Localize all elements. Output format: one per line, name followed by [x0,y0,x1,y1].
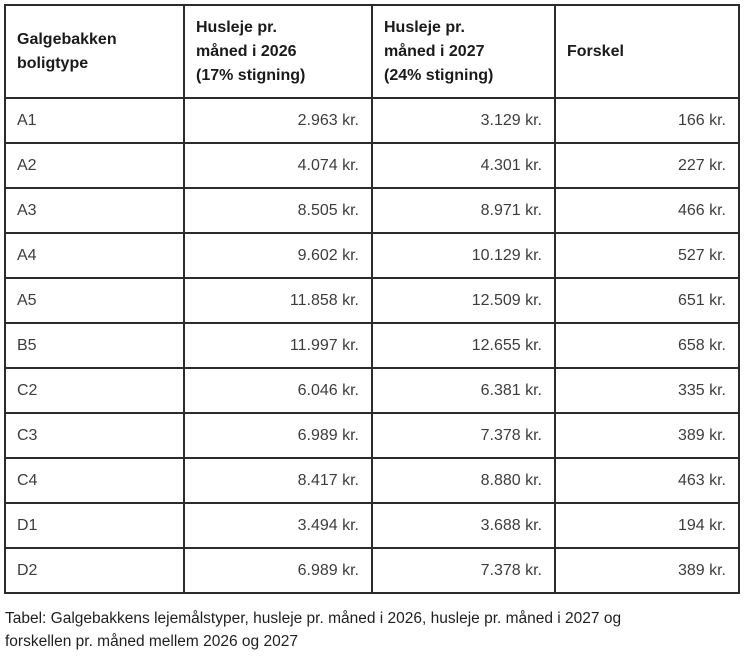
housing-type-cell: A1 [4,97,185,144]
difference-cell: 194 kr. [554,502,740,549]
housing-type-cell: C3 [4,412,185,459]
table-caption: Tabel: Galgebakkens lejemålstyper, husle… [5,610,622,650]
rent-2026-cell: 11.997 kr. [183,322,373,369]
difference-cell: 166 kr. [554,97,740,144]
header-difference: Forskel [554,4,740,99]
table-row: A4 9.602 kr. 10.129 kr. 527 kr. [4,232,740,279]
table-row: C2 6.046 kr. 6.381 kr. 335 kr. [4,367,740,414]
rent-2027-cell: 8.880 kr. [371,457,556,504]
rent-2026-cell: 11.858 kr. [183,277,373,324]
housing-type-cell: D2 [4,547,185,594]
rent-2027-cell: 8.971 kr. [371,187,556,234]
rent-2027-cell: 12.509 kr. [371,277,556,324]
table-body: A1 2.963 kr. 3.129 kr. 166 kr. A2 4.074 kr. 4.… [4,97,740,594]
table-row: A1 2.963 kr. 3.129 kr. 166 kr. [4,97,740,144]
rent-2027-cell: 3.129 kr. [371,97,556,144]
rent-2027-cell: 6.381 kr. [371,367,556,414]
rent-2026-cell: 6.046 kr. [183,367,373,414]
table-row: B5 11.997 kr. 12.655 kr. 658 kr. [4,322,740,369]
difference-cell: 527 kr. [554,232,740,279]
difference-cell: 389 kr. [554,412,740,459]
header-rent-2027: Husleje pr. måned i 2027 (24% stigning) [371,4,556,99]
housing-type-cell: B5 [4,322,185,369]
housing-type-cell: A2 [4,142,185,189]
table-row: A2 4.074 kr. 4.301 kr. 227 kr. [4,142,740,189]
difference-cell: 466 kr. [554,187,740,234]
rent-2026-cell: 6.989 kr. [183,412,373,459]
table-row: C4 8.417 kr. 8.880 kr. 463 kr. [4,457,740,504]
rent-2027-cell: 4.301 kr. [371,142,556,189]
rent-2027-cell: 10.129 kr. [371,232,556,279]
rent-2026-cell: 9.602 kr. [183,232,373,279]
rent-2026-cell: 8.417 kr. [183,457,373,504]
housing-type-cell: D1 [4,502,185,549]
difference-cell: 389 kr. [554,547,740,594]
housing-type-cell: C4 [4,457,185,504]
difference-cell: 658 kr. [554,322,740,369]
table-row: A3 8.505 kr. 8.971 kr. 466 kr. [4,187,740,234]
housing-type-cell: C2 [4,367,185,414]
rent-2027-cell: 7.378 kr. [371,547,556,594]
difference-cell: 463 kr. [554,457,740,504]
rent-2026-cell: 4.074 kr. [183,142,373,189]
table-row: C3 6.989 kr. 7.378 kr. 389 kr. [4,412,740,459]
rent-2026-cell: 6.989 kr. [183,547,373,594]
table-row: D2 6.989 kr. 7.378 kr. 389 kr. [4,547,740,594]
rent-2027-cell: 7.378 kr. [371,412,556,459]
header-rent-2026: Husleje pr. måned i 2026 (17% stigning) [183,4,373,99]
rent-table: Galgebakken boligtype Husleje pr. måned … [4,4,740,594]
rent-2026-cell: 3.494 kr. [183,502,373,549]
difference-cell: 335 kr. [554,367,740,414]
housing-type-cell: A4 [4,232,185,279]
housing-type-cell: A3 [4,187,185,234]
table-header-row: Galgebakken boligtype Husleje pr. måned … [4,4,740,99]
rent-2027-cell: 12.655 kr. [371,322,556,369]
rent-2026-cell: 8.505 kr. [183,187,373,234]
table-row: A5 11.858 kr. 12.509 kr. 651 kr. [4,277,740,324]
difference-cell: 651 kr. [554,277,740,324]
header-housing-type: Galgebakken boligtype [4,4,185,99]
difference-cell: 227 kr. [554,142,740,189]
table-row: D1 3.494 kr. 3.688 kr. 194 kr. [4,502,740,549]
rent-2027-cell: 3.688 kr. [371,502,556,549]
housing-type-cell: A5 [4,277,185,324]
rent-2026-cell: 2.963 kr. [183,97,373,144]
